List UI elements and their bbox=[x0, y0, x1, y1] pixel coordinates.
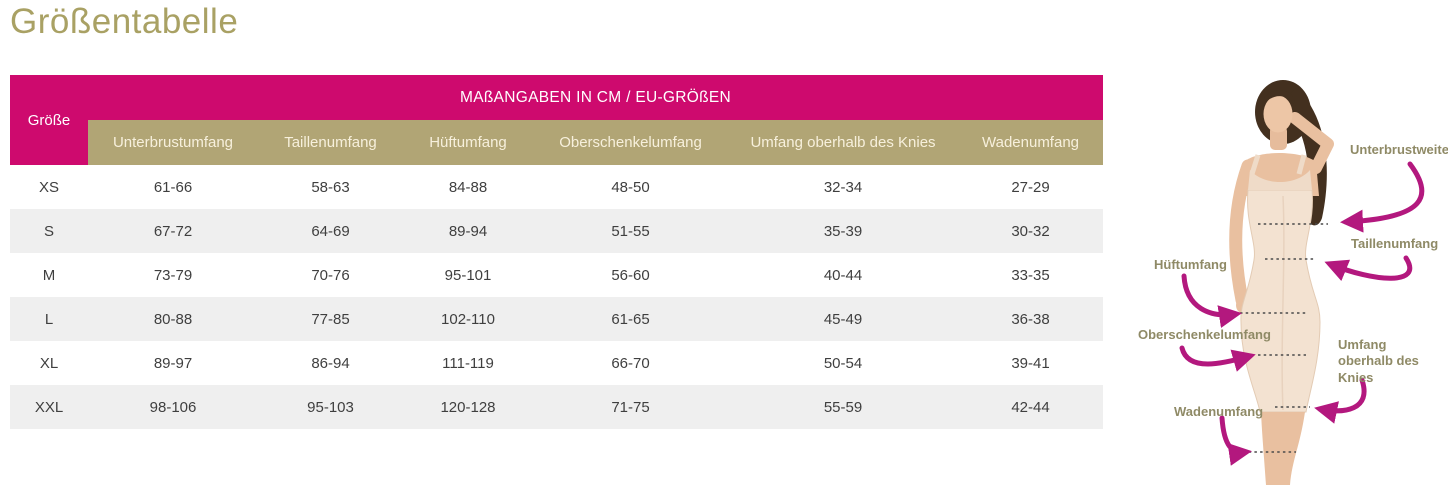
table-row-s: S 67-72 64-69 89-94 51-55 35-39 30-32 bbox=[10, 209, 1104, 253]
value-cell: 56-60 bbox=[611, 266, 650, 284]
table-main-header-row: Größe MAßANGABEN IN CM / EU-GRÖßEN bbox=[10, 75, 1104, 165]
table-row-xs: XS 61-66 58-63 84-88 48-50 32-34 27-29 bbox=[10, 165, 1103, 209]
value-cell: 95-103 bbox=[307, 398, 354, 416]
calf-arrow bbox=[1219, 415, 1252, 466]
thigh-arrow bbox=[1179, 345, 1256, 372]
table-column-header-row: Unterbrustumfang Taillenumfang Hüftumfan… bbox=[10, 120, 1104, 165]
hip-arrow bbox=[1181, 273, 1242, 328]
underbust-arrow bbox=[1340, 161, 1425, 233]
measurement-arrows bbox=[1179, 161, 1425, 466]
value-cell: 27-29 bbox=[1011, 178, 1050, 196]
above-knee-arrow bbox=[1314, 377, 1367, 424]
measurement-dotted-lines bbox=[1240, 223, 1328, 453]
value-cell: 73-79 bbox=[153, 266, 193, 284]
column-header-taillenumfang: Taillenumfang bbox=[258, 120, 403, 165]
value-cell: 64-69 bbox=[311, 222, 350, 240]
value-cell: 95-101 bbox=[444, 266, 492, 284]
value-cell: 80-88 bbox=[153, 310, 193, 328]
value-cell: 102-110 bbox=[441, 310, 495, 328]
value-cell: 39-41 bbox=[1011, 354, 1050, 372]
value-cell: 40-44 bbox=[823, 266, 863, 284]
value-cell: 71-75 bbox=[611, 398, 650, 416]
value-cell: 35-39 bbox=[823, 222, 863, 240]
value-cell: 89-97 bbox=[153, 354, 193, 372]
table-row-xl: XL 89-97 86-94 111-119 66-70 50-54 39-41 bbox=[10, 341, 1103, 385]
size-cell: XXL bbox=[34, 398, 64, 416]
column-header-oberschenkelumfang: Oberschenkelumfang bbox=[533, 120, 728, 165]
table-row-xxl: XXL 98-106 95-103 120-128 71-75 55-59 42… bbox=[10, 385, 1104, 429]
waist-arrow bbox=[1324, 255, 1413, 282]
size-column-header: Größe bbox=[10, 75, 88, 165]
table-main-header: MAßANGABEN IN CM / EU-GRÖßEN bbox=[88, 75, 1104, 120]
hip-label: Hüftumfang bbox=[1154, 257, 1227, 272]
value-cell: 61-66 bbox=[153, 178, 193, 196]
value-cell: 55-59 bbox=[823, 398, 863, 416]
value-cell: 30-32 bbox=[1011, 222, 1050, 240]
value-cell: 98-106 bbox=[149, 398, 197, 416]
table-row-l: L 80-88 77-85 102-110 61-65 45-49 36-38 bbox=[10, 297, 1104, 341]
value-cell: 111-119 bbox=[442, 354, 494, 372]
above-knee-label: Umfang oberhalb des Knies bbox=[1338, 337, 1419, 385]
measurement-illustration: Unterbrustweite Taillenumfang Hüftumfang… bbox=[1138, 60, 1448, 485]
value-cell: 67-72 bbox=[153, 222, 193, 240]
value-cell: 33-35 bbox=[1011, 266, 1050, 284]
value-cell: 36-38 bbox=[1011, 310, 1050, 328]
value-cell: 77-85 bbox=[311, 310, 350, 328]
column-header-unterbrustumfang: Unterbrustumfang bbox=[88, 120, 258, 165]
size-cell: XS bbox=[38, 178, 59, 196]
thigh-label: Oberschenkelumfang bbox=[1138, 327, 1271, 342]
value-cell: 58-63 bbox=[311, 178, 350, 196]
size-table: Größe MAßANGABEN IN CM / EU-GRÖßEN Unter… bbox=[10, 75, 1104, 429]
value-cell: 120-128 bbox=[440, 398, 496, 416]
value-cell: 50-54 bbox=[823, 354, 863, 372]
woman-figure-graphic bbox=[1179, 80, 1425, 485]
value-cell: 66-70 bbox=[611, 354, 650, 372]
calf-label: Wadenumfang bbox=[1174, 404, 1264, 419]
underbust-label: Unterbrustweite bbox=[1350, 142, 1448, 157]
value-cell: 42-44 bbox=[1011, 398, 1050, 416]
value-cell: 61-65 bbox=[611, 310, 650, 328]
column-header-wadenumfang: Wadenumfang bbox=[958, 120, 1104, 165]
size-cell: L bbox=[44, 310, 54, 328]
value-cell: 86-94 bbox=[311, 354, 350, 372]
value-cell: 70-76 bbox=[311, 266, 350, 284]
value-cell: 32-34 bbox=[823, 178, 863, 196]
size-cell: XL bbox=[39, 354, 59, 372]
column-header-hueftumfang: Hüftumfang bbox=[403, 120, 533, 165]
page-title: Größentabelle bbox=[10, 2, 239, 41]
value-cell: 89-94 bbox=[448, 222, 488, 240]
table-row-m: M 73-79 70-76 95-101 56-60 40-44 33-35 bbox=[10, 253, 1103, 297]
value-cell: 84-88 bbox=[448, 178, 488, 196]
waist-label: Taillenumfang bbox=[1351, 236, 1439, 251]
size-cell: S bbox=[43, 222, 54, 240]
value-cell: 48-50 bbox=[611, 178, 650, 196]
value-cell: 51-55 bbox=[611, 222, 650, 240]
value-cell: 45-49 bbox=[823, 310, 863, 328]
woman-figure bbox=[1229, 80, 1334, 485]
size-cell: M bbox=[42, 266, 56, 284]
column-header-umfang-oberhalb-des-knies: Umfang oberhalb des Knies bbox=[728, 120, 958, 165]
